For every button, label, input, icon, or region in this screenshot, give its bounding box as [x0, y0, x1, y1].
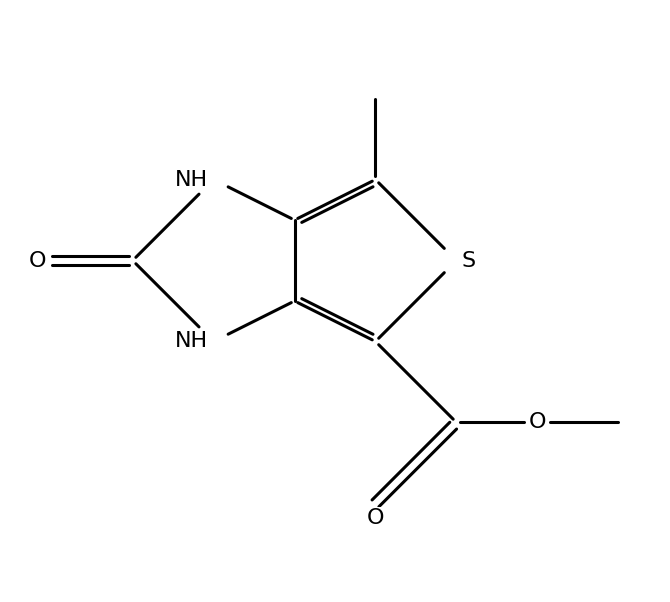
Text: O: O [529, 412, 546, 432]
Text: S: S [462, 250, 476, 270]
Text: O: O [29, 250, 46, 270]
Text: O: O [366, 508, 384, 528]
Text: NH: NH [175, 170, 208, 190]
Text: NH: NH [175, 332, 208, 352]
